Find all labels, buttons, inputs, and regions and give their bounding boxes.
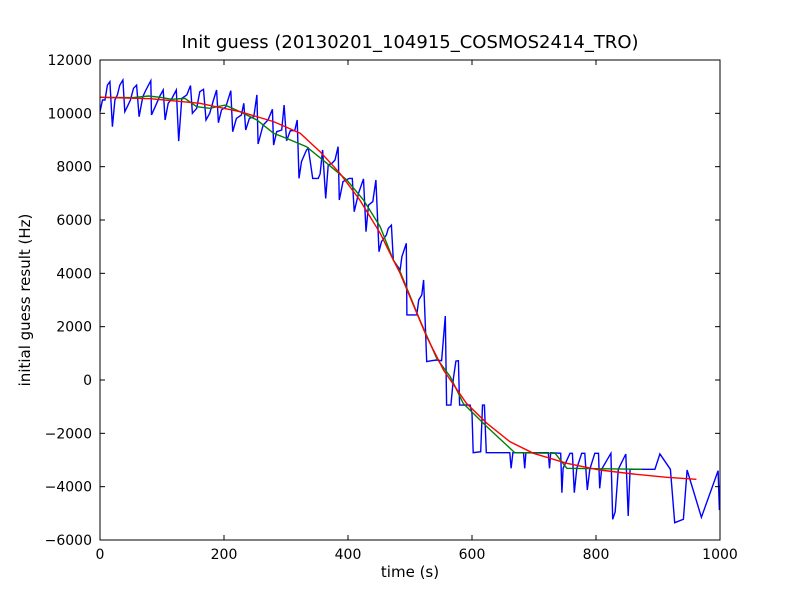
- x-axis-label: time (s): [381, 563, 439, 581]
- x-tick-label: 200: [211, 547, 238, 563]
- x-tick-label: 1000: [702, 547, 738, 563]
- plot-area: [100, 77, 720, 524]
- axis-ticks: 0 200 400 600 800 1000 −6000 −4000 −2000 0 2000 400…: [45, 53, 738, 563]
- y-tick-label: 0: [83, 373, 92, 389]
- series-smoothed-line: [100, 95, 642, 470]
- y-tick-label: 6000: [56, 213, 92, 229]
- y-tick-label: −2000: [45, 426, 92, 442]
- series-raw-line: [100, 77, 720, 524]
- y-tick-label: −4000: [45, 480, 92, 496]
- axes-frame: [99, 59, 721, 541]
- chart-title: Init guess (20130201_104915_COSMOS2414_T…: [181, 32, 638, 53]
- y-tick-label: −6000: [45, 533, 92, 549]
- y-tick-label: 4000: [56, 266, 92, 282]
- series-fit-line: [100, 96, 697, 480]
- x-tick-label: 600: [459, 547, 486, 563]
- x-tick-label: 800: [583, 547, 610, 563]
- x-tick-label: 0: [96, 547, 105, 563]
- x-tick-label: 400: [335, 547, 362, 563]
- y-tick-label: 8000: [56, 160, 92, 176]
- y-axis-label: initial guess result (Hz): [16, 214, 34, 387]
- y-tick-label: 12000: [47, 53, 92, 69]
- y-tick-label: 2000: [56, 320, 92, 336]
- y-tick-label: 10000: [47, 106, 92, 122]
